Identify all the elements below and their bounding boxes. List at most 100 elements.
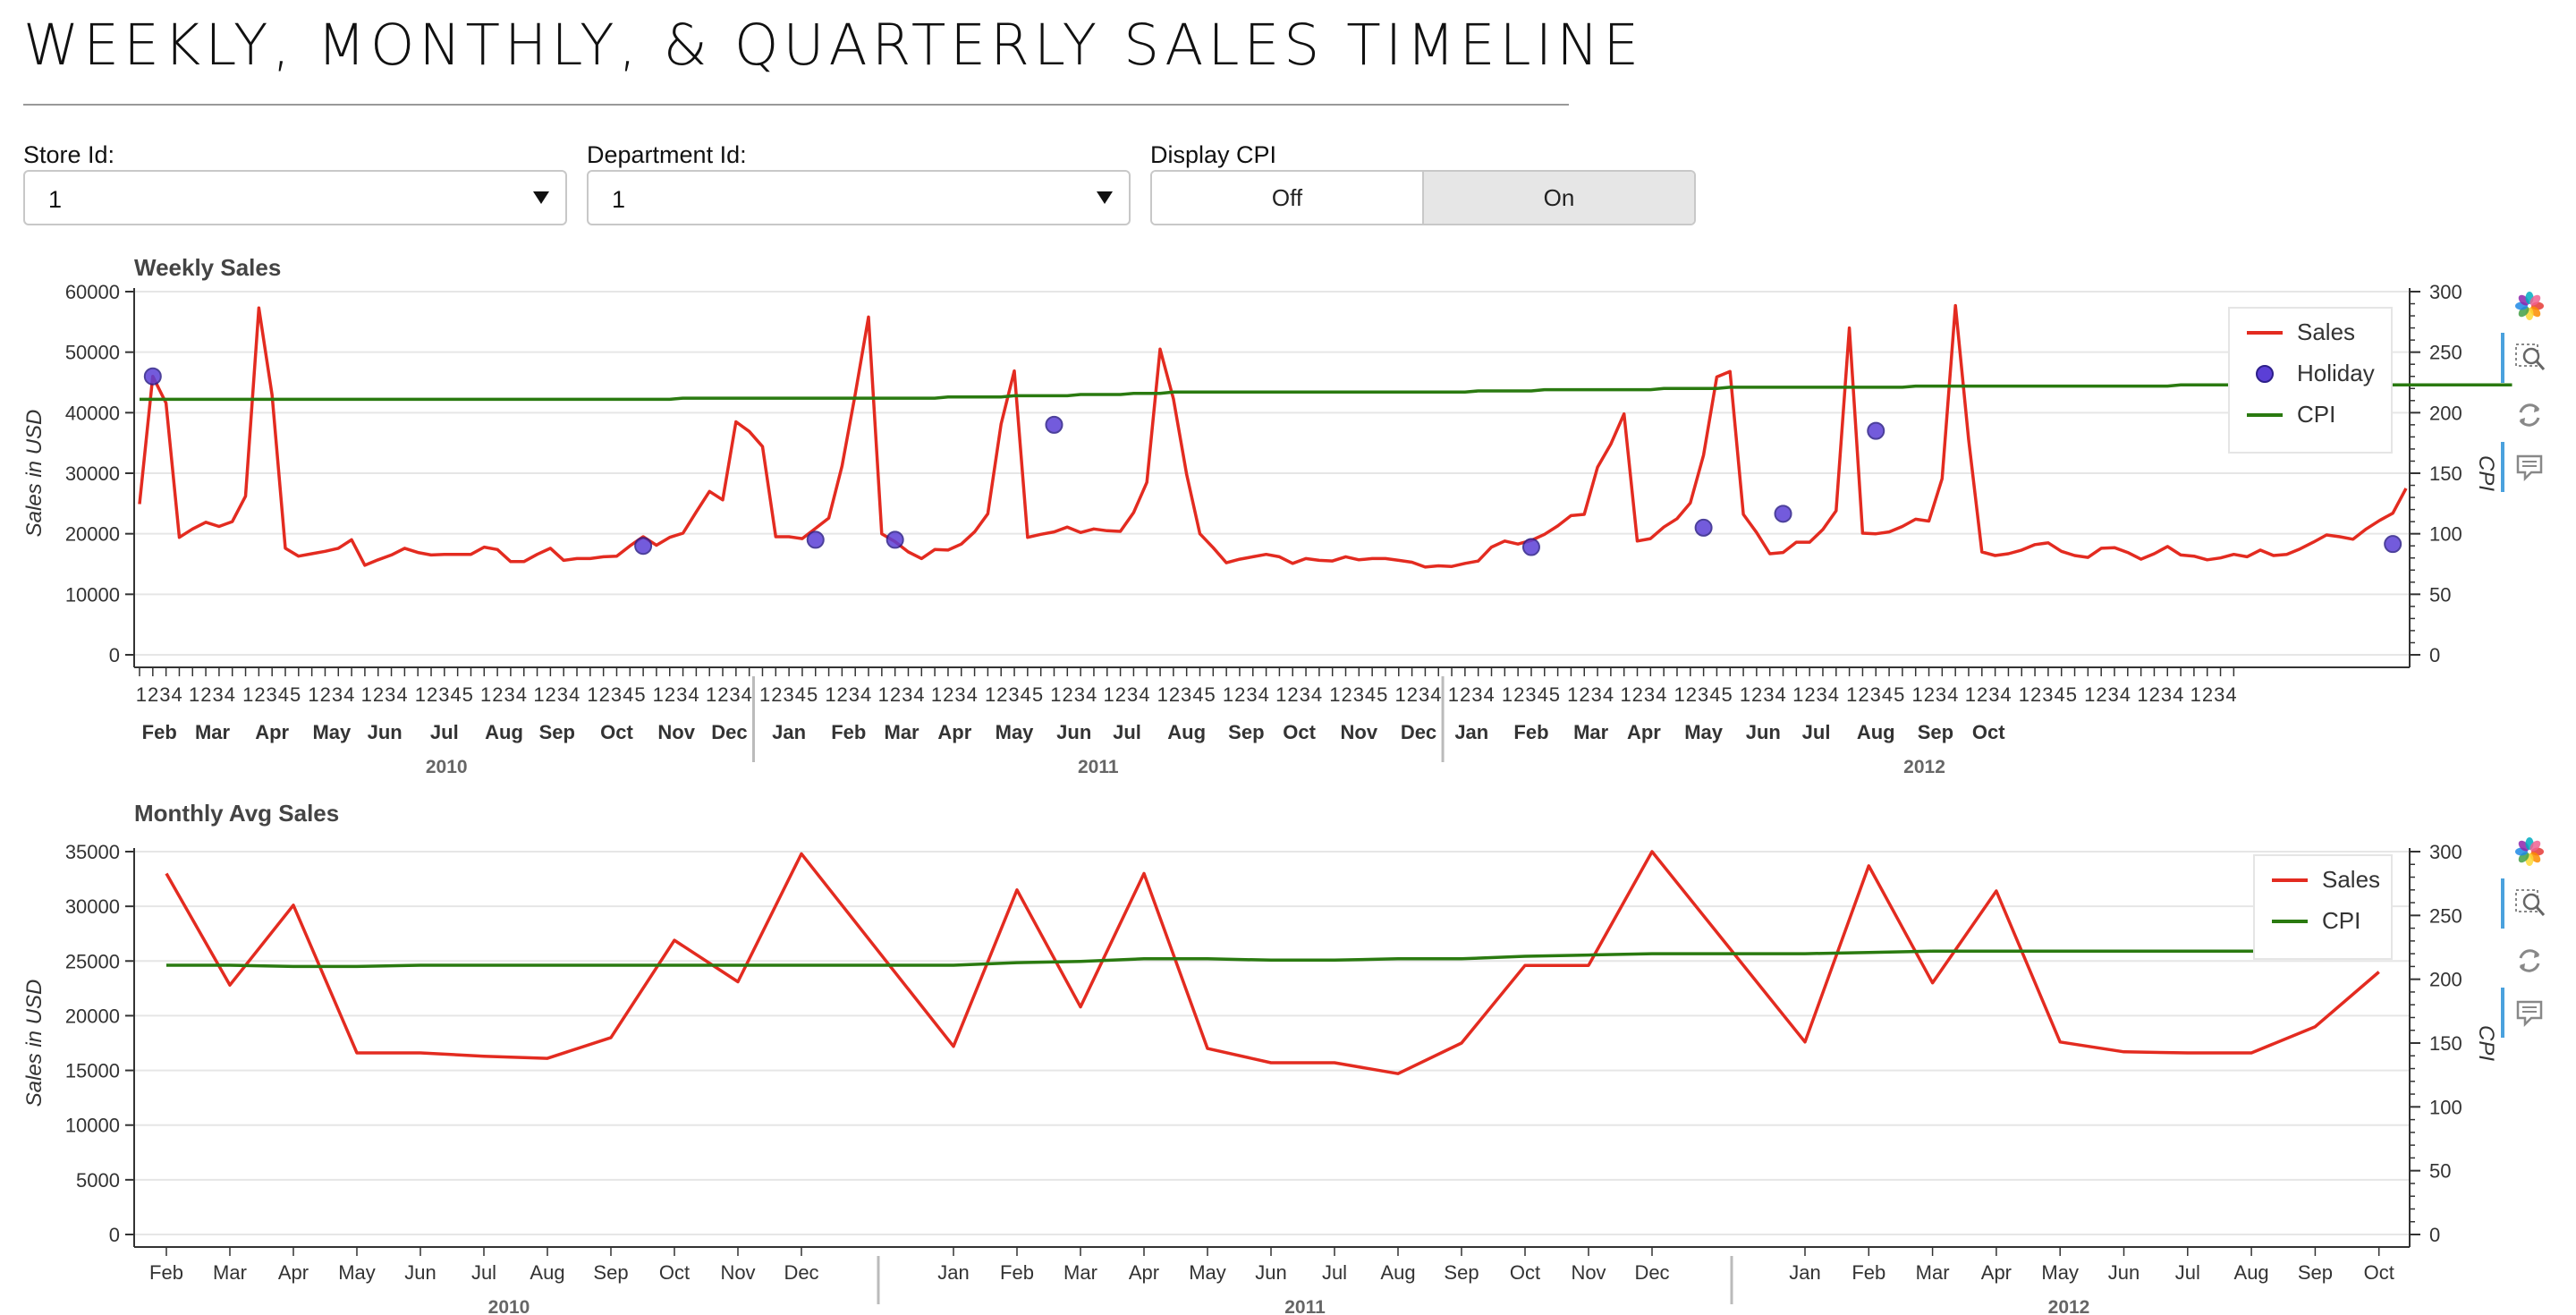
month-label: Jul bbox=[1113, 721, 1141, 743]
week-numbers: 1234 bbox=[533, 683, 580, 706]
month-label: Aug bbox=[485, 721, 523, 743]
title-divider bbox=[23, 104, 1569, 106]
page-title: WEEKLY, MONTHLY, & QUARTERLY SALES TIMEL… bbox=[23, 13, 1644, 78]
bokeh-logo-icon bbox=[2512, 834, 2547, 870]
legend-holiday-marker bbox=[2256, 365, 2274, 383]
chevron-down-icon bbox=[1097, 191, 1113, 204]
cpi-on-button[interactable]: On bbox=[1422, 172, 1694, 224]
week-numbers: 1234 bbox=[1740, 683, 1787, 706]
month-label: Sep bbox=[1918, 721, 1953, 743]
week-numbers: 1234 bbox=[1395, 683, 1443, 706]
month-label: Mar bbox=[1573, 721, 1609, 743]
month-label: Aug bbox=[1167, 721, 1206, 743]
month-label: Dec bbox=[711, 721, 747, 743]
week-numbers: 1234 bbox=[706, 683, 753, 706]
box-zoom-icon[interactable] bbox=[2512, 886, 2547, 921]
store-id-label: Store Id: bbox=[23, 141, 115, 168]
month-label: Dec bbox=[1634, 1261, 1669, 1284]
y2-tick-label: 50 bbox=[2429, 583, 2451, 606]
month-label: May bbox=[2041, 1261, 2079, 1284]
weekly-sales-chart[interactable]: 60000 50000 40000 30000 20000 10000 0 300 250 200… bbox=[0, 268, 2576, 787]
month-label: Jun bbox=[1255, 1261, 1286, 1284]
hover-icon[interactable] bbox=[2512, 995, 2547, 1031]
monthly-avg-sales-chart[interactable]: 35000 30000 25000 20000 15000 10000 5000 0 300 25… bbox=[0, 814, 2576, 1315]
hover-icon[interactable] bbox=[2512, 449, 2547, 485]
month-label: Jan bbox=[937, 1261, 969, 1284]
chevron-down-icon bbox=[533, 191, 549, 204]
y-tick-label: 30000 bbox=[65, 895, 120, 918]
y-tick-label: 30000 bbox=[65, 462, 120, 485]
month-label: Sep bbox=[593, 1261, 628, 1284]
month-label: Nov bbox=[1571, 1261, 1606, 1284]
month-label: Apr bbox=[278, 1261, 309, 1284]
week-numbers: 12345 bbox=[415, 683, 474, 706]
year-label: 2011 bbox=[1284, 1297, 1326, 1315]
week-numbers: 1234 bbox=[1223, 683, 1270, 706]
active-tool-indicator bbox=[2501, 878, 2504, 929]
department-id-label: Department Id: bbox=[587, 141, 747, 168]
week-numbers: 1234 bbox=[1448, 683, 1496, 706]
month-label: Oct bbox=[659, 1261, 690, 1284]
y2-tick-label: 150 bbox=[2429, 1032, 2462, 1055]
legend-sales-label: Sales bbox=[2297, 318, 2355, 345]
month-label: Feb bbox=[831, 721, 866, 743]
y-tick-label: 35000 bbox=[65, 841, 120, 863]
y2-tick-label: 100 bbox=[2429, 523, 2462, 546]
y2-tick-label: 200 bbox=[2429, 969, 2462, 991]
month-label: Feb bbox=[142, 721, 177, 743]
cpi-series-line bbox=[140, 383, 2512, 402]
y2-axis-label: CPI bbox=[2474, 1025, 2498, 1061]
month-label: Aug bbox=[530, 1261, 564, 1284]
y-tick-label: 60000 bbox=[65, 281, 120, 303]
month-label: Jan bbox=[1454, 721, 1488, 743]
y2-tick-label: 0 bbox=[2429, 1224, 2440, 1246]
display-cpi-label: Display CPI bbox=[1150, 141, 1277, 168]
month-label: Aug bbox=[1380, 1261, 1415, 1284]
y2-tick-label: 200 bbox=[2429, 402, 2462, 424]
y2-tick-label: 0 bbox=[2429, 644, 2440, 666]
display-cpi-toggle[interactable]: Off On bbox=[1150, 170, 1696, 225]
box-zoom-icon[interactable] bbox=[2512, 340, 2547, 376]
month-label: Feb bbox=[1000, 1261, 1034, 1284]
store-id-select[interactable]: 1 bbox=[23, 170, 567, 225]
week-numbers: 1234 bbox=[1792, 683, 1840, 706]
reset-icon[interactable] bbox=[2512, 943, 2547, 979]
week-numbers: 12345 bbox=[1329, 683, 1388, 706]
month-label: Nov bbox=[1341, 721, 1378, 743]
y-tick-label: 0 bbox=[109, 1224, 120, 1246]
week-numbers: 12345 bbox=[242, 683, 301, 706]
week-numbers: 1234 bbox=[189, 683, 236, 706]
month-label: Mar bbox=[195, 721, 231, 743]
active-tool-indicator bbox=[2501, 333, 2504, 383]
month-label: May bbox=[1684, 721, 1724, 743]
week-numbers: 12345 bbox=[759, 683, 818, 706]
cpi-off-button[interactable]: Off bbox=[1152, 172, 1422, 224]
active-tool-indicator bbox=[2501, 442, 2504, 492]
month-label: Sep bbox=[2298, 1261, 2333, 1284]
week-numbers: 1234 bbox=[1620, 683, 1667, 706]
week-numbers: 12345 bbox=[2019, 683, 2078, 706]
y-tick-label: 40000 bbox=[65, 402, 120, 424]
holiday-point bbox=[1867, 421, 1885, 440]
y-tick-label: 50000 bbox=[65, 342, 120, 364]
month-label: Sep bbox=[1444, 1261, 1479, 1284]
week-numbers: 1234 bbox=[1567, 683, 1614, 706]
month-label: Jun bbox=[1056, 721, 1091, 743]
month-label: Aug bbox=[1857, 721, 1895, 743]
y-tick-label: 20000 bbox=[65, 523, 120, 546]
month-label: Jul bbox=[2175, 1261, 2200, 1284]
month-label: Jun bbox=[1746, 721, 1781, 743]
y-tick-label: 5000 bbox=[76, 1169, 120, 1192]
y2-tick-label: 300 bbox=[2429, 281, 2462, 303]
reset-icon[interactable] bbox=[2512, 397, 2547, 433]
y2-tick-label: 150 bbox=[2429, 462, 2462, 485]
year-label: 2010 bbox=[488, 1297, 530, 1315]
month-label: Jun bbox=[404, 1261, 436, 1284]
holiday-point bbox=[1774, 505, 1792, 523]
month-label: Feb bbox=[149, 1261, 183, 1284]
week-numbers: 12345 bbox=[1846, 683, 1905, 706]
holiday-point bbox=[143, 367, 162, 386]
y-axis-label: Sales in USD bbox=[22, 980, 47, 1107]
holiday-point bbox=[806, 530, 825, 549]
department-id-select[interactable]: 1 bbox=[587, 170, 1131, 225]
